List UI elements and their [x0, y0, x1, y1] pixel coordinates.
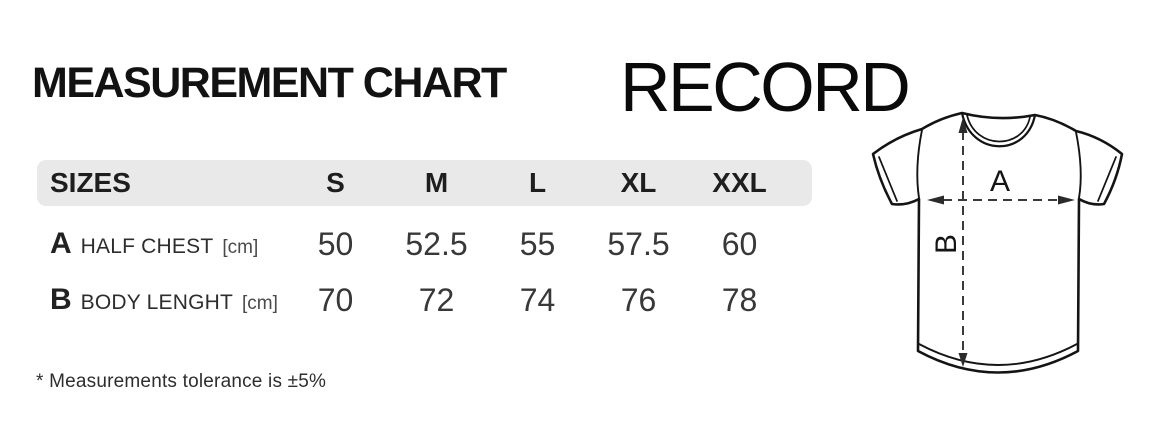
page-title: MEASUREMENT CHART — [32, 59, 507, 107]
tshirt-diagram: A B — [871, 111, 1124, 374]
length-label: B — [930, 234, 963, 254]
length-arrow — [958, 117, 968, 367]
value-cell: 52.5 — [405, 225, 468, 262]
header-cell-size-s: S — [326, 167, 345, 198]
row-label-cell: A HALF CHEST [cm] — [37, 227, 285, 261]
value-cell: 57.5 — [607, 225, 670, 262]
row-label: HALF CHEST — [80, 235, 214, 258]
table-header-row: SIZES S M L XL XXL — [37, 160, 812, 206]
value-cell: 70 — [317, 281, 354, 318]
header-cell-size-l: L — [528, 167, 547, 198]
row-label: BODY LENGHT — [80, 291, 234, 314]
table-row-body-length: B BODY LENGHT [cm] 70 72 74 76 78 — [37, 272, 812, 328]
tshirt-outline — [871, 111, 1124, 374]
chest-label: A — [990, 165, 1010, 198]
value-cell: 72 — [418, 281, 455, 318]
header-cell-sizes: SIZES — [50, 167, 131, 198]
value-cell: 60 — [721, 225, 758, 262]
header-cell-size-xl: XL — [620, 167, 657, 198]
value-cell: 76 — [620, 281, 657, 318]
row-label-cell: B BODY LENGHT [cm] — [37, 283, 285, 317]
row-unit: [cm] — [242, 293, 278, 314]
table-row-half-chest: A HALF CHEST [cm] 50 52.5 55 57.5 60 — [37, 216, 812, 272]
row-key: B — [50, 283, 72, 316]
header-cell-size-m: M — [424, 167, 449, 198]
header-cell-size-xxl: XXL — [712, 167, 767, 198]
value-cell: 55 — [519, 225, 556, 262]
value-cell: 74 — [519, 281, 556, 318]
row-key: A — [50, 227, 72, 260]
value-cell: 50 — [317, 225, 354, 262]
row-unit: [cm] — [222, 237, 259, 258]
brand-wordmark: RECORD — [620, 48, 911, 126]
size-table: SIZES S M L XL XXL A HALF CHEST [cm] 50 … — [37, 160, 812, 328]
tolerance-footnote: * Measurements tolerance is ±5% — [36, 371, 327, 392]
value-cell: 78 — [721, 281, 758, 318]
